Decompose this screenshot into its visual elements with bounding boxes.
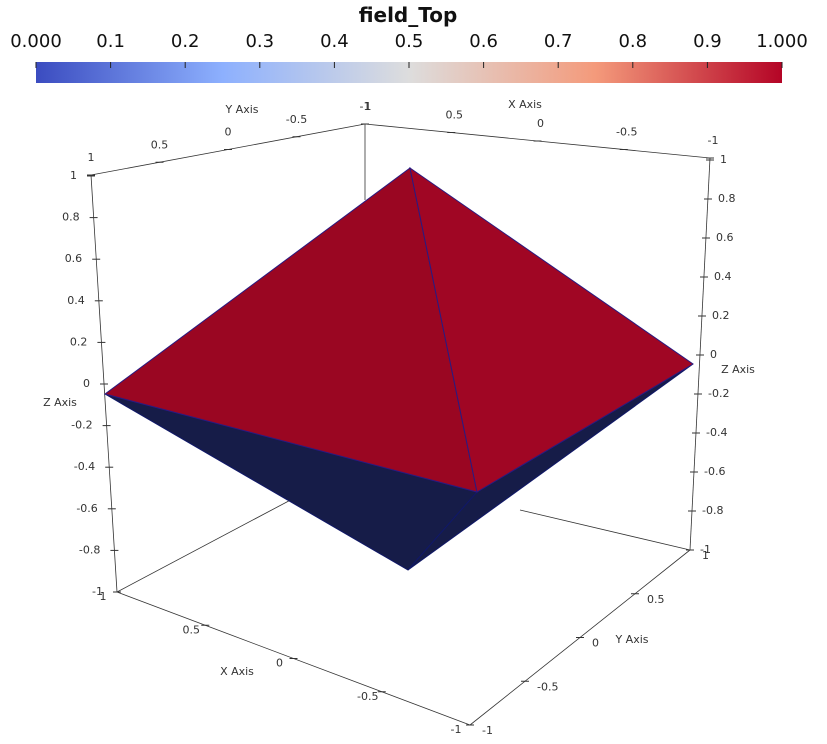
colorbar-tick-label: 1.000 bbox=[756, 31, 808, 52]
axis-tick-label: -1 bbox=[451, 723, 462, 736]
axis-tick-label: 0.8 bbox=[718, 192, 736, 205]
colorbar-ticks: 0.000 0.1 0.2 0.3 0.4 0.5 0.6 0.7 0.8 0.9 1.000 bbox=[10, 31, 808, 68]
colorbar-tick-label: 0.7 bbox=[544, 31, 573, 52]
colorbar-title: field_Top bbox=[359, 3, 458, 27]
axis-tick-label: 0.5 bbox=[183, 623, 201, 636]
axis-tick-label: 0.8 bbox=[62, 211, 80, 224]
colorbar-tick-label: 0.8 bbox=[618, 31, 647, 52]
axis-tick-label: 0.2 bbox=[712, 309, 730, 322]
axis-tick-label: 0.2 bbox=[70, 335, 88, 348]
axis-tick-label: 1 bbox=[100, 590, 107, 603]
axis-tick-label: -0.5 bbox=[357, 690, 378, 703]
axis-tick-label: -0.4 bbox=[74, 460, 95, 473]
axis-tick-label: 0 bbox=[276, 657, 283, 670]
axis-tick-label: -1 bbox=[360, 100, 371, 113]
axes: Y Axis 1 0.5 0 -0.5 -1 X Axis 1 0.5 0 -0.5 -1 Z Axis… bbox=[43, 98, 755, 737]
axis-title: Y Axis bbox=[224, 103, 258, 116]
colorbar-tick-label: 0.4 bbox=[320, 31, 349, 52]
axis-tick-label: 0.5 bbox=[647, 593, 665, 606]
axis-tick-label: 0.4 bbox=[714, 270, 732, 283]
axis-tick-label: 1 bbox=[365, 100, 372, 113]
axis-tick-label: 1 bbox=[88, 151, 95, 164]
axis-title: X Axis bbox=[508, 98, 542, 111]
axis-tick-label: -0.8 bbox=[702, 504, 723, 517]
axis-tick-label: 0 bbox=[592, 637, 599, 650]
axis-tick-label: 0.6 bbox=[65, 252, 83, 265]
axis-title: Y Axis bbox=[614, 633, 648, 646]
axis-tick-label: -0.6 bbox=[76, 502, 97, 515]
axis-tick-label: -0.4 bbox=[706, 426, 727, 439]
axis-tick-label: -1 bbox=[708, 134, 719, 147]
axis-tick-label: -1 bbox=[92, 585, 103, 598]
axis-tick-label: -0.8 bbox=[79, 543, 100, 556]
colorbar-tick-label: 0.000 bbox=[10, 31, 62, 52]
axis-tick-label: 0.5 bbox=[446, 109, 464, 122]
axis-tick-label: -0.5 bbox=[537, 680, 558, 693]
axis-tick-label: 0 bbox=[710, 348, 717, 361]
colorbar bbox=[36, 62, 782, 83]
axis-tick-label: 0.6 bbox=[716, 231, 734, 244]
axis-tick-label: 0 bbox=[537, 117, 544, 130]
colorbar-tick-label: 0.1 bbox=[96, 31, 125, 52]
axis-tick-label: -0.6 bbox=[704, 465, 725, 478]
colorbar-tick-label: 0.2 bbox=[171, 31, 200, 52]
colorbar-tick-label: 0.5 bbox=[395, 31, 424, 52]
axis-title: X Axis bbox=[220, 665, 254, 678]
pyramid bbox=[103, 166, 694, 571]
axis-tick-label: -1 bbox=[482, 724, 493, 737]
axis-tick-label: 1 bbox=[70, 169, 77, 182]
axis-tick-label: 0 bbox=[83, 377, 90, 390]
colorbar-tick-label: 0.3 bbox=[245, 31, 274, 52]
axis-tick-label: 0.5 bbox=[151, 138, 169, 151]
axis-tick-label: -1 bbox=[700, 543, 711, 556]
axis-tick-label: 0.4 bbox=[67, 294, 85, 307]
axis-tick-label: -0.2 bbox=[708, 387, 729, 400]
colorbar-tick-label: 0.6 bbox=[469, 31, 498, 52]
axis-tick-label: 1 bbox=[720, 153, 727, 166]
axis-title: Z Axis bbox=[721, 363, 755, 376]
colorbar-tick-label: 0.9 bbox=[693, 31, 722, 52]
axis-tick-label: -0.2 bbox=[71, 419, 92, 432]
axis-tick-label: -0.5 bbox=[616, 126, 637, 139]
axis-tick-label: 0 bbox=[225, 126, 232, 139]
axis-title: Z Axis bbox=[43, 396, 77, 409]
axis-tick-label: -0.5 bbox=[286, 113, 307, 126]
axis-tick-label: 1 bbox=[702, 549, 709, 562]
